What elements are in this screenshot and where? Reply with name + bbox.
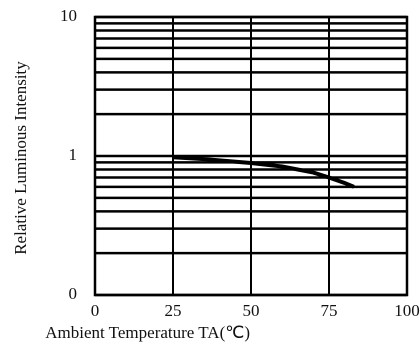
x-tick-label: 0 xyxy=(91,301,100,320)
plot-frame xyxy=(93,15,409,297)
x-axis-label: Ambient Temperature TA(℃) xyxy=(45,323,250,342)
x-tick-label: 25 xyxy=(165,301,182,320)
x-tick-label: 100 xyxy=(394,301,420,320)
y-tick-label: 0 xyxy=(69,284,78,303)
y-tick-label: 10 xyxy=(60,6,77,25)
x-tick-label: 50 xyxy=(243,301,260,320)
y-axis-label: Relative Luminous Intensity xyxy=(11,61,30,255)
y-tick-label: 1 xyxy=(69,145,78,164)
data-line xyxy=(172,155,355,189)
x-tick-label: 75 xyxy=(321,301,338,320)
